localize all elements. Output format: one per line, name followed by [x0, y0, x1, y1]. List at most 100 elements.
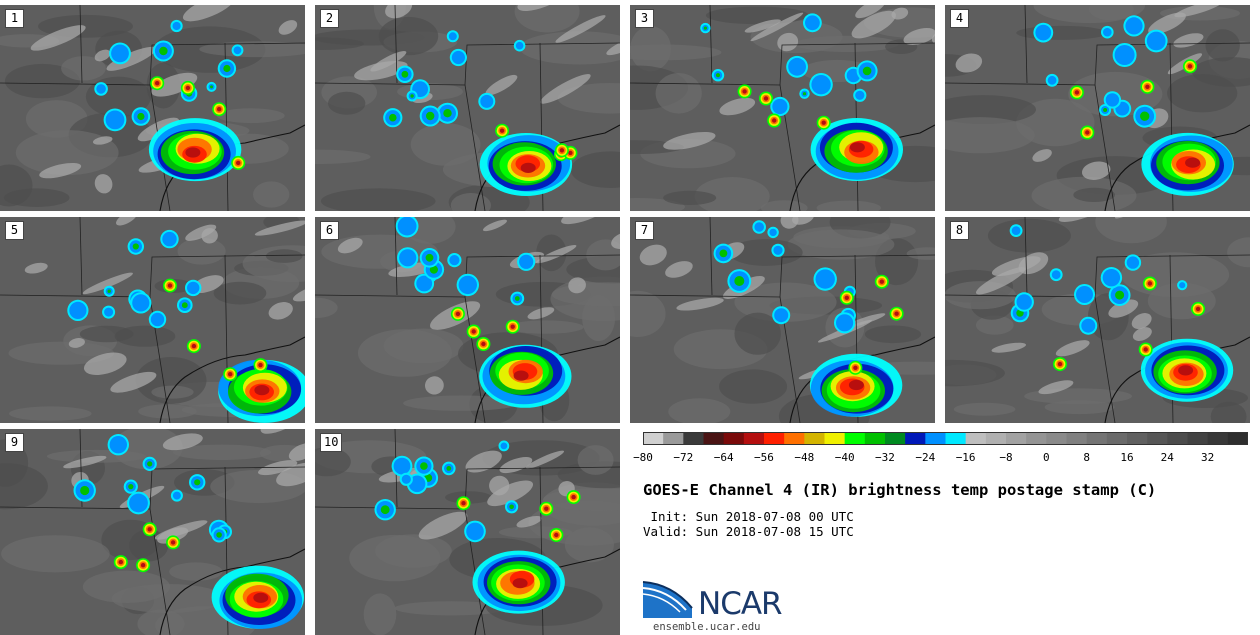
- storm-cell: [499, 128, 505, 133]
- storm-cell: [408, 475, 426, 493]
- background-patch: [82, 570, 171, 603]
- cloud-streak: [851, 10, 896, 39]
- background-patch: [320, 188, 436, 211]
- storm-cell: [448, 32, 457, 41]
- storm-cell: [568, 150, 573, 156]
- storm-cell: [194, 479, 201, 486]
- storm-complex: [512, 578, 528, 589]
- background-patch: [1044, 400, 1115, 415]
- storm-cell: [420, 462, 428, 470]
- storm-cell: [466, 522, 484, 541]
- background-patch: [61, 56, 106, 81]
- background-patch: [112, 429, 183, 470]
- coastline: [159, 548, 305, 635]
- cloud-streak: [370, 50, 407, 72]
- storm-cell: [410, 94, 414, 98]
- cloud-streak: [780, 217, 799, 229]
- background-patch: [151, 385, 194, 399]
- storm-cell: [821, 120, 826, 125]
- cloud-streak: [568, 277, 586, 294]
- background-patch: [864, 325, 922, 344]
- coastline: [159, 336, 305, 423]
- storm-cell: [167, 283, 173, 288]
- background-patch: [1095, 217, 1167, 244]
- storm-cell: [1114, 45, 1135, 65]
- panel-label: 3: [635, 9, 654, 28]
- background-patch: [378, 16, 439, 56]
- storm-complex: [1178, 365, 1194, 376]
- storm-cell: [742, 89, 747, 94]
- colorbar-swatch: [1086, 432, 1108, 445]
- ir-map-10: [315, 429, 620, 635]
- background-patch: [4, 63, 80, 99]
- background-patch: [705, 6, 809, 25]
- storm-complex: [254, 385, 270, 396]
- cloud-streak: [354, 60, 408, 81]
- state-border: [0, 254, 305, 298]
- storm-cell: [132, 243, 139, 250]
- background-patch: [668, 398, 731, 423]
- background-patch: [253, 181, 290, 208]
- storm-cell: [217, 107, 222, 112]
- cloud-streak: [137, 117, 180, 142]
- storm-cell: [1143, 347, 1148, 352]
- background-patch: [577, 445, 614, 475]
- background-patch: [787, 229, 895, 260]
- cloud-streak: [1132, 327, 1152, 341]
- background-patch: [1088, 5, 1134, 21]
- colorbar-swatch: [1026, 432, 1047, 445]
- cloud-streak: [116, 217, 138, 226]
- storm-cell: [836, 314, 854, 332]
- storm-complex: [849, 142, 865, 153]
- storm-cell: [455, 311, 461, 317]
- colorbar-swatch: [784, 432, 805, 445]
- storm-cell: [1103, 27, 1112, 37]
- colorbar-swatch: [804, 432, 825, 445]
- cloud-streak: [68, 338, 85, 348]
- background-patch: [519, 31, 620, 65]
- cloud-streak: [94, 174, 113, 194]
- cloud-streak: [30, 25, 86, 51]
- cloud-streak: [663, 131, 716, 150]
- colorbar-tick-label: −8: [999, 451, 1013, 464]
- storm-cell: [461, 501, 466, 506]
- stamp-panel-2: 2: [315, 5, 620, 211]
- storm-cell: [1035, 24, 1052, 41]
- storm-cell: [1074, 90, 1080, 95]
- storm-cell: [734, 276, 745, 286]
- background-patch: [694, 177, 770, 211]
- background-patch: [114, 325, 176, 347]
- storm-cell: [1147, 281, 1153, 286]
- storm-cell: [159, 46, 168, 56]
- colorbar-swatch: [945, 432, 967, 445]
- background-patch: [0, 164, 33, 207]
- background-patch: [570, 151, 620, 188]
- stamp-panel-7: 7: [630, 217, 935, 423]
- stamp-panel-3: 3: [630, 5, 935, 211]
- storm-cell: [216, 532, 222, 538]
- cloud-streak: [719, 97, 756, 116]
- cloud-streak: [83, 352, 127, 375]
- panel-label: 9: [5, 433, 24, 452]
- storm-cell: [1195, 306, 1201, 312]
- state-border: [945, 42, 1250, 86]
- background-patch: [630, 44, 722, 61]
- background-patch: [15, 130, 119, 176]
- ir-map-7: [630, 217, 935, 423]
- state-border: [0, 42, 305, 86]
- colorbar-swatch: [683, 432, 704, 445]
- background-patch: [945, 117, 1035, 154]
- storm-cell: [109, 436, 128, 454]
- storm-cell: [855, 90, 865, 100]
- cloud-streak: [268, 302, 293, 320]
- storm-cell: [429, 265, 438, 274]
- background-patch: [719, 369, 788, 404]
- colorbar-frame: [643, 432, 1248, 445]
- colorbar-tick-label: 24: [1160, 451, 1174, 464]
- cloud-streak: [1038, 380, 1074, 395]
- storm-cell: [401, 70, 409, 78]
- colorbar-swatch: [1066, 432, 1088, 445]
- storm-cell: [105, 110, 125, 130]
- cloud-streak: [561, 217, 611, 225]
- storm-cell: [1145, 84, 1150, 90]
